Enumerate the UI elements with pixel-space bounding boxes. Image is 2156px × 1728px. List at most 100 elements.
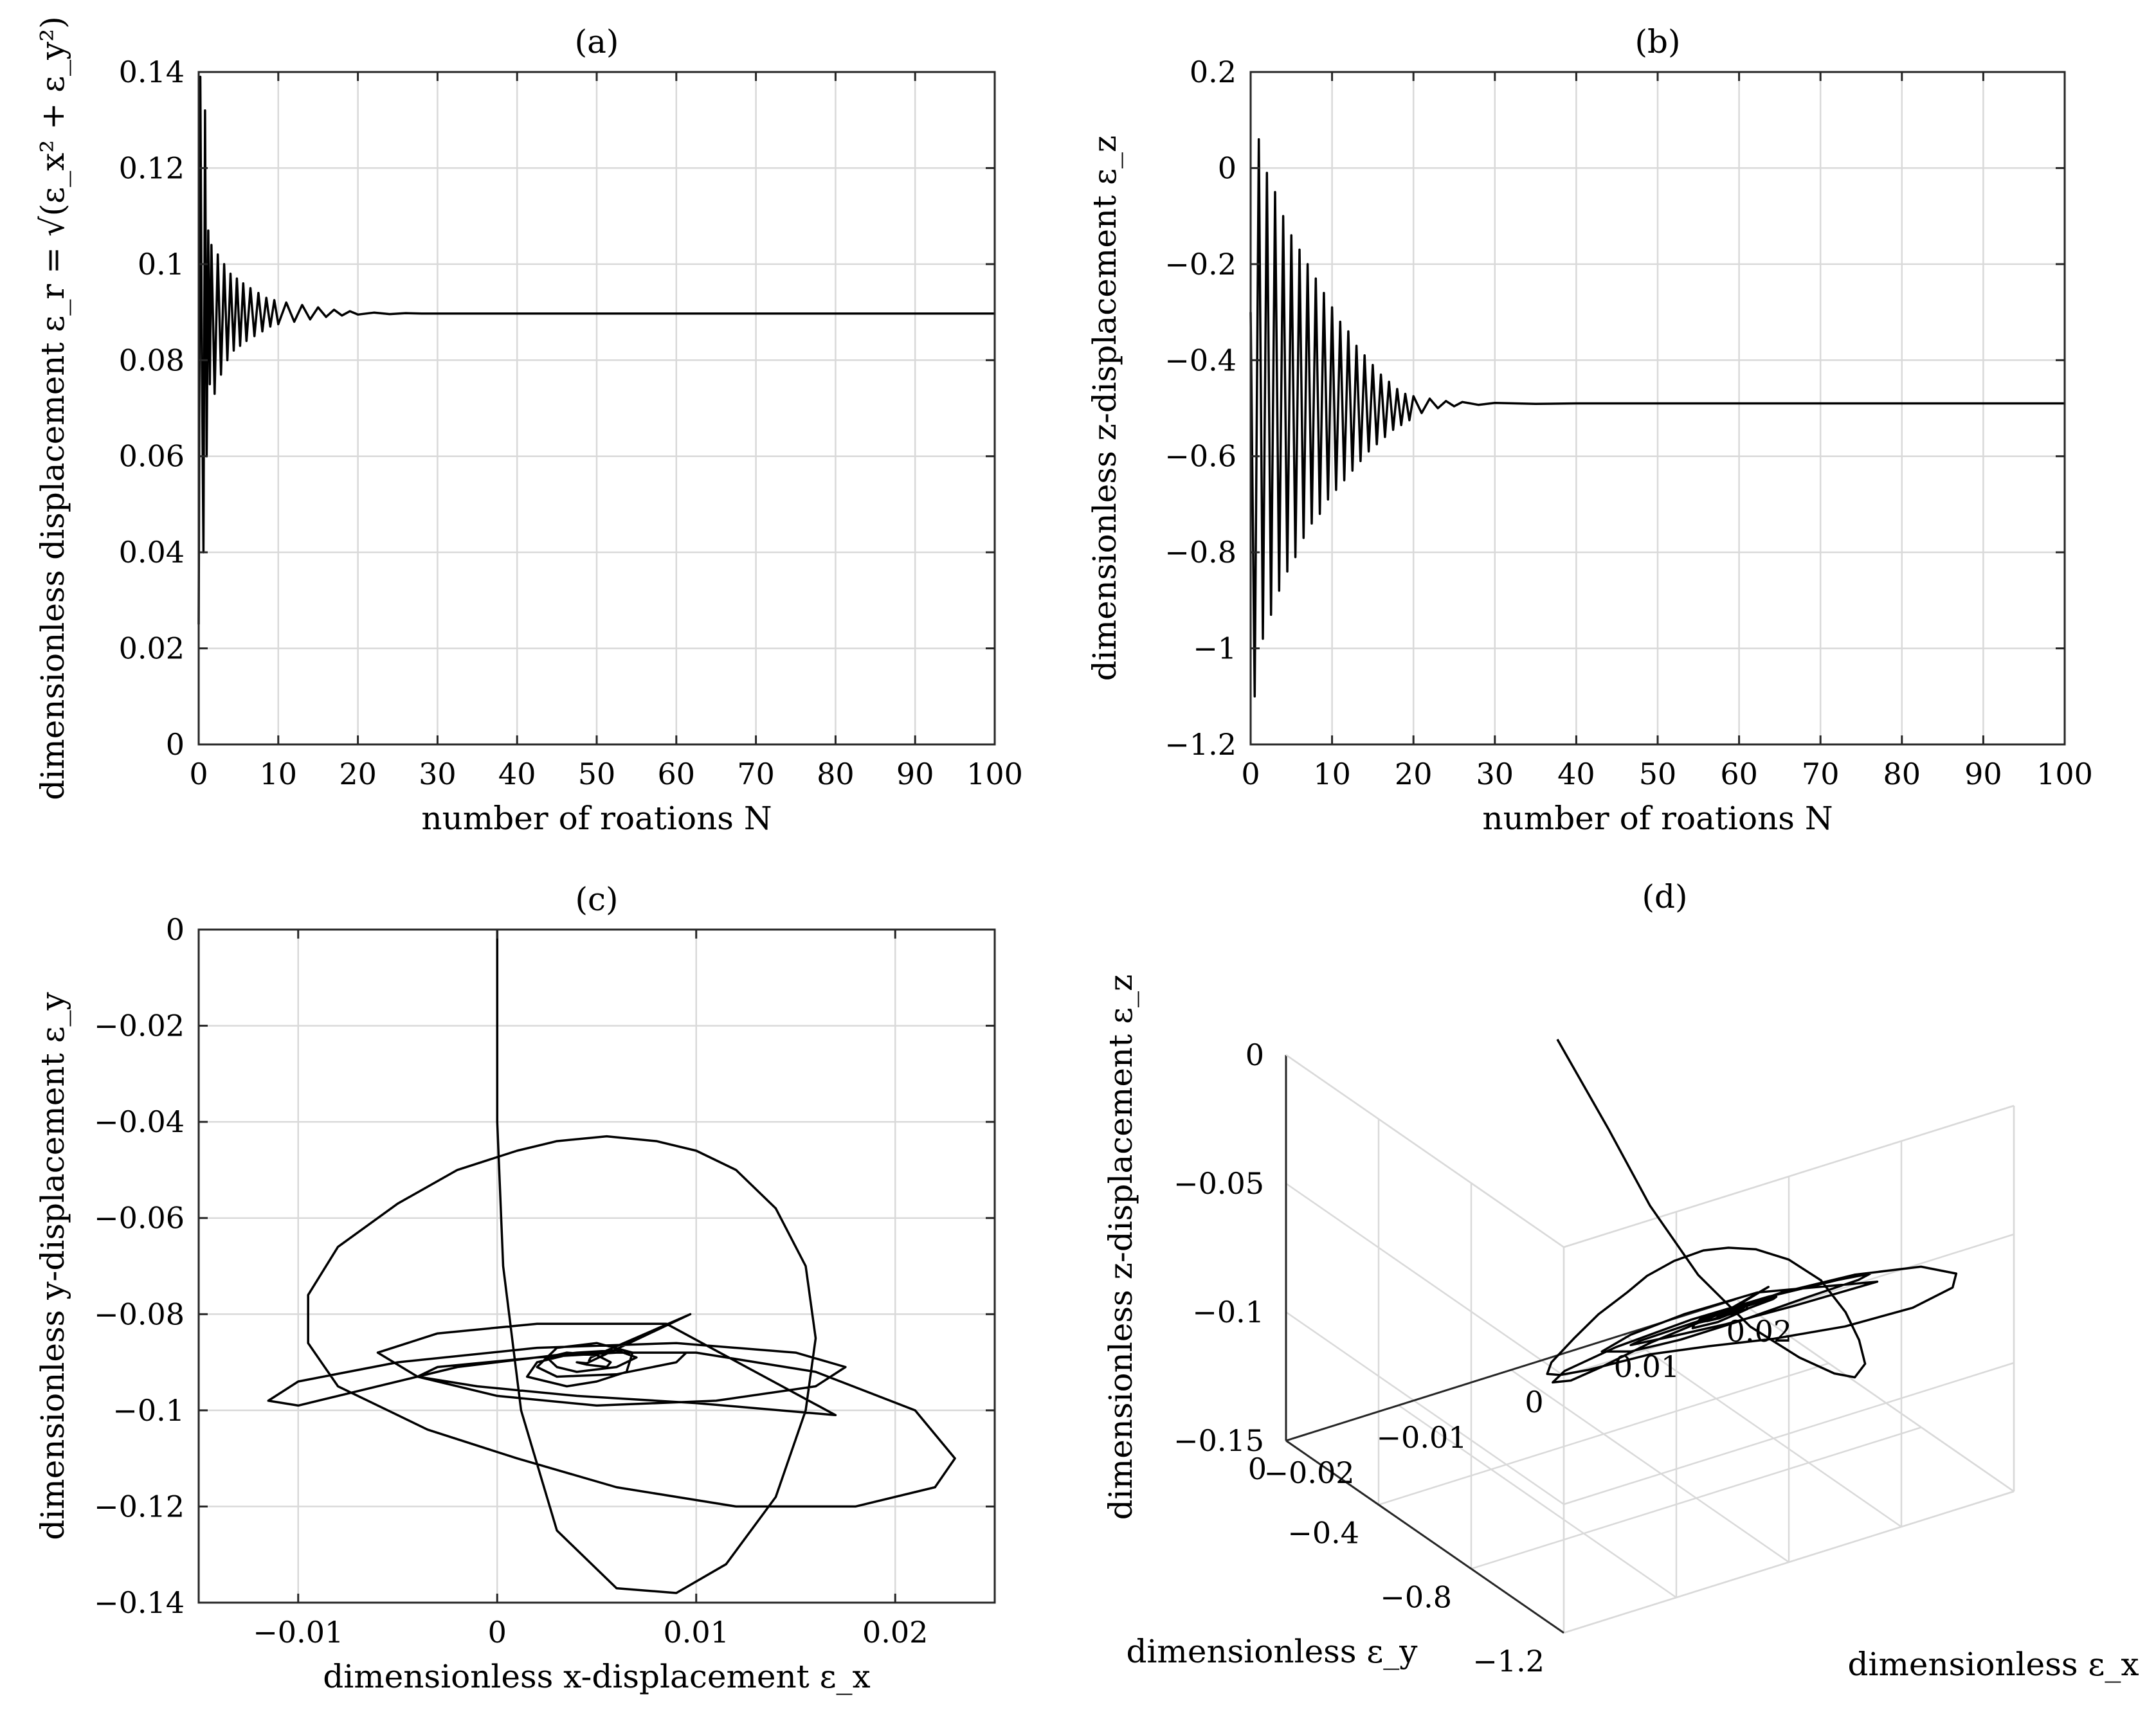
y-tick-label: 0.14 [119,55,185,89]
y-axis-label: dimensionless z-displacement ε_z [1086,136,1123,681]
y-tick-label: 0.04 [119,535,185,570]
wall-gridline [1563,1490,2015,1634]
z-axis-label: dimensionless z-displacement ε_z [1102,975,1139,1520]
x-tick-label: 100 [2036,757,2093,791]
x-tick-label: 80 [817,757,855,791]
y-tick-label: −0.6 [1164,439,1237,474]
x-tick-label: −0.02 [1264,1455,1355,1490]
y-tick-label: 0.08 [119,343,185,377]
x-tick-label: 50 [578,757,616,791]
x-tick-label: 80 [1883,757,1921,791]
y-tick-label: 0 [166,912,185,947]
y-axis-label: dimensionless displacement ε_r = √(ε_x² … [34,16,71,800]
z-tick-label: −0.15 [1173,1423,1264,1458]
axes-box [197,928,996,1604]
x-tick-label: 30 [1476,757,1514,791]
x-tick-label: 10 [1313,757,1351,791]
y-tick-label: 0.02 [119,631,185,666]
x-tick-label: 40 [1557,757,1595,791]
y-tick-label: −0.02 [94,1009,185,1043]
x-tick-label: 100 [966,757,1023,791]
x-tick-label: 90 [1964,757,2002,791]
floor-gridline [1510,1369,1789,1563]
x-tick-label: 20 [1395,757,1433,791]
y-tick-label: −0.04 [94,1104,185,1139]
wall-gridline [1285,1311,1564,1506]
y-axis-line [1285,1439,1564,1634]
x-tick-label: 60 [658,757,696,791]
x-tick-label: 50 [1639,757,1677,791]
panel-b: 0 10 20 30 40 50 60 70 80 90 100 −1.2 −1 −0.8 −0.6 −0.4… [1086,23,2093,837]
floor-gridline [1623,1333,1902,1528]
y-axis-label: dimensionless ε_y [1126,1633,1418,1670]
floor-gridline [1398,1404,1677,1599]
y-tick-label: −1.2 [1472,1644,1545,1679]
x-tick-label: 0 [1525,1385,1543,1419]
box-edge [1285,1054,1564,1248]
chart-title: (c) [575,881,618,918]
x-tick-label: 0.01 [664,1615,729,1650]
x-tick-label: 0 [1241,757,1260,791]
z-tick-label: −0.05 [1173,1166,1264,1201]
x-tick-label: −0.01 [1377,1420,1467,1455]
x-tick-label: 0.02 [1726,1314,1792,1349]
x-tick-label: 0 [189,757,208,791]
y-tick-label: −0.8 [1380,1580,1452,1614]
y-axis-label: dimensionless y-displacement ε_y [34,992,71,1540]
y-tick-label: −0.1 [113,1393,185,1428]
y-tick-label: −0.12 [94,1489,185,1524]
x-tick-label: 10 [260,757,298,791]
x-tick-label: 70 [1802,757,1840,791]
y-tick-label: −1 [1193,631,1237,666]
panel-d: −0.02−0.0100.010.02−1.2−0.8−0.40−0.15−0.… [1102,878,2139,1683]
x-axis-label: dimensionless ε_x [1847,1646,2139,1683]
x-tick-label: 20 [339,757,377,791]
y-tick-label: 0 [166,727,185,762]
y-tick-label: −0.2 [1164,247,1237,282]
chart-title: (d) [1642,878,1687,915]
series-line [1546,1038,1958,1384]
series-line [1249,138,2065,698]
y-tick-label: −0.06 [94,1201,185,1236]
chart-title: (a) [575,23,619,60]
chart-title: (b) [1635,23,1680,60]
y-tick-label: 0.2 [1190,55,1237,89]
wall-gridline [1563,1362,2015,1506]
x-tick-label: −0.01 [253,1615,343,1650]
y-tick-label: −0.4 [1164,343,1237,377]
series-line [267,930,956,1594]
x-tick-label: 90 [896,757,934,791]
wall-gridline [1285,1182,1564,1377]
x-tick-label: 0 [488,1615,507,1650]
x-tick-label: 60 [1720,757,1758,791]
y-tick-label: 0.1 [138,247,185,282]
wall-gridline [1563,1233,2015,1377]
x-axis-label: number of roations N [1482,800,1833,837]
y-tick-label: 0.06 [119,439,185,474]
series-line [197,75,995,625]
box-edge [1735,1298,2015,1493]
x-tick-label: 70 [737,757,775,791]
panel-a: 0 10 20 30 40 50 60 70 80 90 100 0 0.02 0.04 0.06 0.08 0… [34,16,1023,837]
x-tick-label: 0.02 [862,1615,928,1650]
x-tick-label: 40 [498,757,536,791]
y-tick-label: −0.08 [94,1297,185,1331]
floor-gridline [1378,1362,1829,1506]
x-axis-label: dimensionless x-displacement ε_x [323,1658,871,1695]
y-tick-label: −1.2 [1164,727,1237,762]
box-edge [1563,1104,2015,1248]
y-tick-label: −0.14 [94,1585,185,1620]
x-axis-label: number of roations N [421,800,772,837]
y-tick-label: 0.12 [119,150,185,185]
z-tick-label: −0.1 [1192,1295,1264,1329]
y-tick-label: −0.8 [1164,535,1237,570]
y-tick-label: −0.4 [1287,1516,1359,1551]
y-tick-label: 0 [1248,1452,1267,1486]
x-tick-label: 0.01 [1614,1349,1680,1384]
x-tick-label: 30 [419,757,457,791]
panel-c: −0.01 0 0.01 0.02 −0.14 −0.12 −0.1 −0.08 −0.06 −0… [34,881,996,1695]
floor-gridline [1471,1426,1922,1570]
z-tick-label: 0 [1246,1038,1264,1072]
y-tick-label: 0 [1218,150,1237,185]
